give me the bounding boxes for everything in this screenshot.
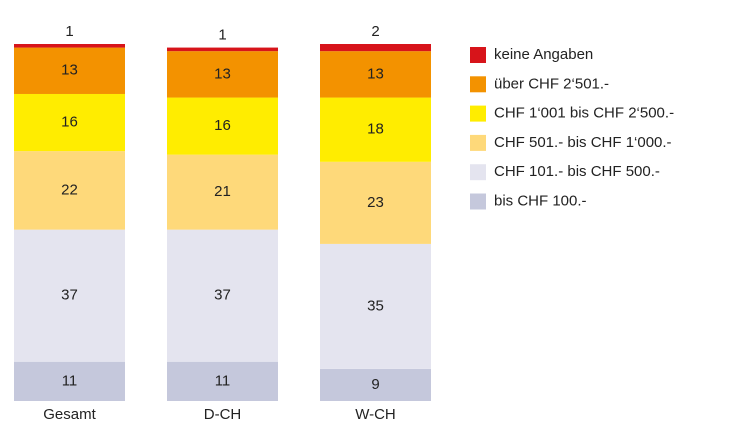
- value-label: 22: [61, 181, 78, 198]
- bar-segment: [167, 154, 278, 230]
- bar-segment: [167, 229, 278, 362]
- value-label: 11: [215, 372, 231, 389]
- legend-swatch: [470, 193, 486, 210]
- value-label: 13: [61, 62, 78, 79]
- legend-swatch: [470, 76, 486, 93]
- value-label: 13: [214, 65, 231, 82]
- value-label: 21: [214, 183, 231, 200]
- value-label: 18: [367, 121, 384, 138]
- value-label: 23: [367, 194, 384, 211]
- bar-segment: [14, 47, 125, 94]
- value-label: 37: [61, 287, 78, 304]
- value-label: 13: [367, 65, 384, 82]
- legend-swatch: [470, 105, 486, 122]
- legend-label: keine Angaben: [494, 46, 593, 63]
- bar-segment: [320, 368, 431, 401]
- bar-segment: [14, 361, 125, 401]
- x-tick-label: D-CH: [204, 406, 242, 423]
- legend-swatch: [470, 134, 486, 151]
- bar-segment: [14, 151, 125, 230]
- value-label: 35: [367, 297, 384, 314]
- x-tick-label: Gesamt: [43, 406, 96, 423]
- value-label: 16: [214, 117, 231, 134]
- bar-segment: [167, 51, 278, 98]
- bar-segment: [320, 97, 431, 162]
- bar-segment: [14, 229, 125, 362]
- bar-segment: [320, 51, 431, 98]
- legend-label: CHF 501.- bis CHF 1‘000.-: [494, 134, 672, 151]
- legend-swatch: [470, 47, 486, 63]
- legend-label: CHF 101.- bis CHF 500.-: [494, 163, 660, 180]
- value-label: 9: [371, 376, 379, 393]
- legend-label: bis CHF 100.-: [494, 192, 587, 209]
- bar-segment: [320, 44, 431, 52]
- bar-segment: [14, 93, 125, 152]
- x-tick-label: W-CH: [355, 406, 396, 423]
- legend-swatch: [470, 164, 486, 181]
- bar-segment: [14, 44, 125, 48]
- bar-segment: [167, 97, 278, 155]
- bar-segment: [167, 361, 278, 401]
- value-label: 37: [214, 287, 231, 304]
- legend-label: über CHF 2‘501.-: [494, 75, 609, 92]
- legend-label: CHF 1‘001 bis CHF 2‘500.-: [494, 105, 674, 122]
- bar-segment: [320, 243, 431, 369]
- value-label: 16: [61, 114, 78, 131]
- bar-segment: [167, 47, 278, 52]
- bar-segment: [320, 161, 431, 244]
- value-label: 1: [65, 23, 73, 40]
- value-label: 11: [62, 372, 78, 389]
- value-label: 1: [218, 27, 226, 44]
- value-label: 2: [371, 23, 379, 40]
